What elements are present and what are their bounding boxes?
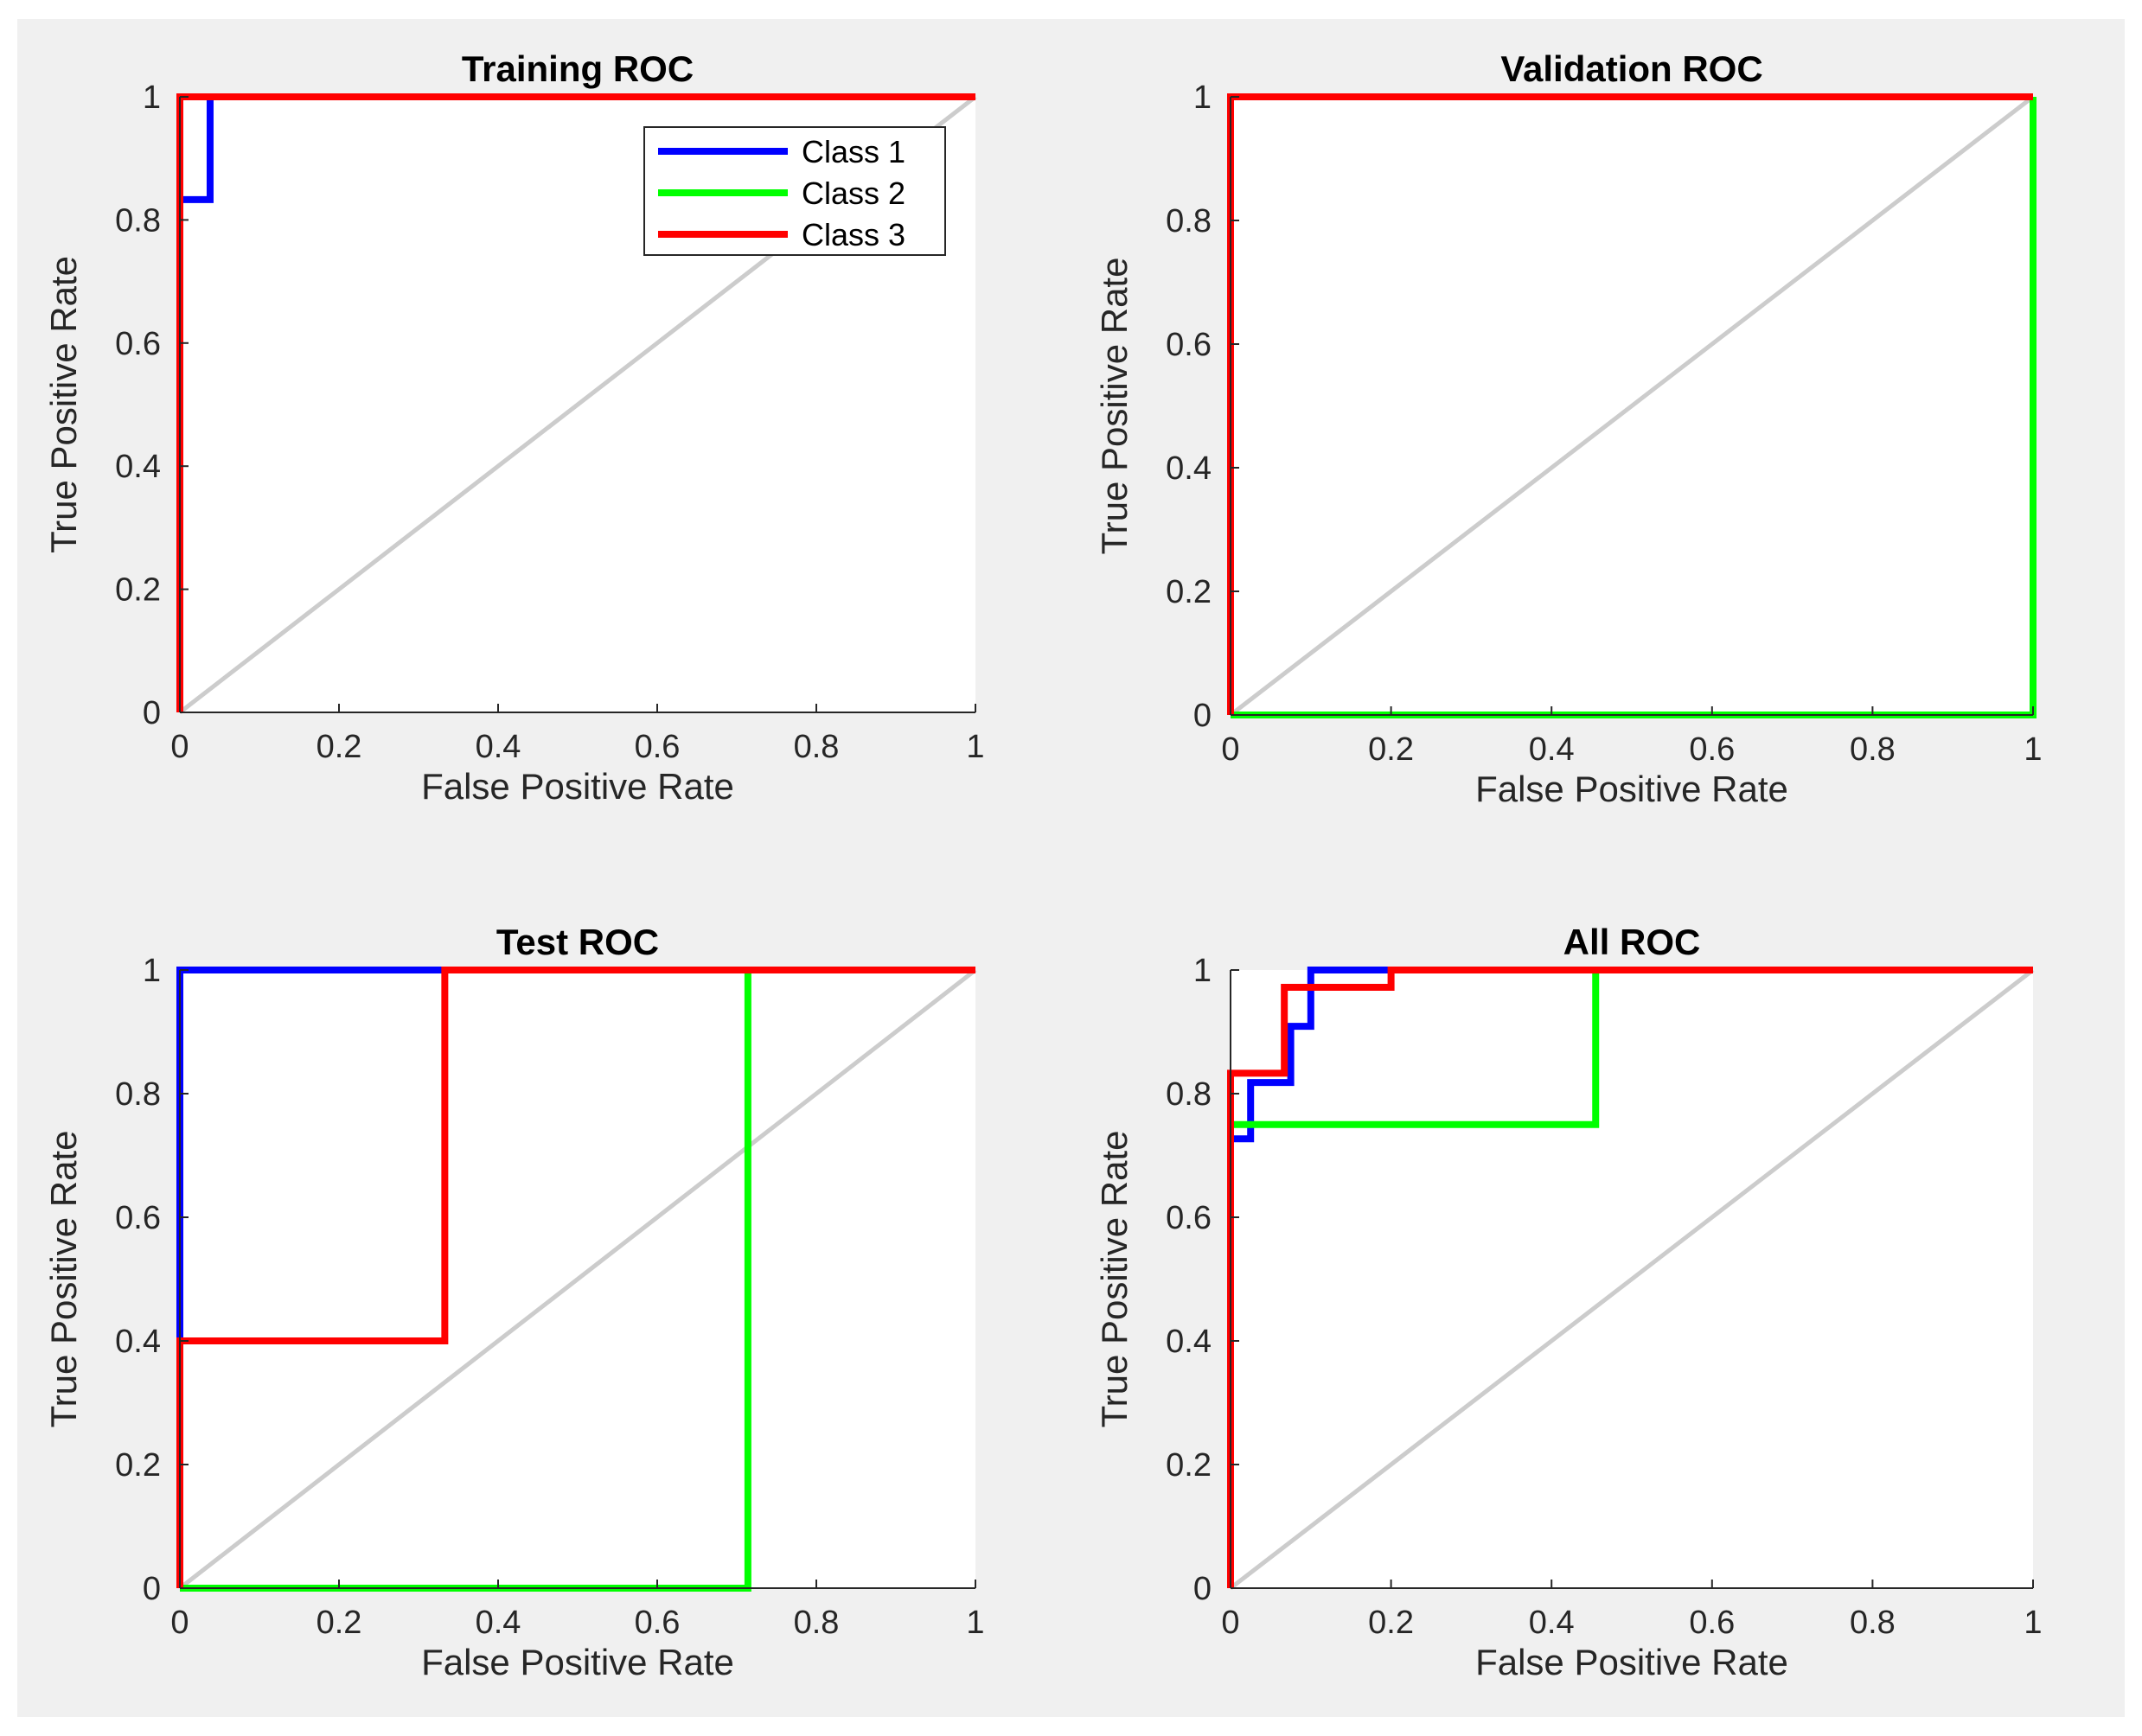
chart-title: Test ROC [496,922,659,962]
legend-entry: Class 2 [802,176,905,211]
x-tick-label: 0.8 [1850,731,1896,768]
legend-entry: Class 1 [802,134,905,169]
x-axis-label: False Positive Rate [1475,1642,1788,1682]
y-tick-label: 0.4 [1166,450,1212,487]
x-tick-label: 0.2 [317,729,362,765]
chance-diagonal [1229,95,2035,717]
x-tick-label: 1 [2024,1605,2042,1641]
y-axis-label: True Positive Rate [43,256,84,553]
chance-diagonal [178,968,977,1590]
roc-panel-0: 0 0.2 0.4 0.6 0.8 1 0 0.2 0.4 0.6 0.8 1 Training ROC… [43,48,985,807]
x-axis-label: False Positive Rate [421,1642,734,1682]
chart-title: Validation ROC [1500,48,1762,89]
y-tick-label: 0.4 [1166,1324,1212,1360]
x-tick-label: 0.2 [1368,731,1414,768]
chart-title: Training ROC [462,48,694,89]
y-tick-label: 0 [143,695,161,731]
x-tick-label: 0.8 [1850,1605,1896,1641]
x-tick-label: 0.2 [317,1605,362,1641]
x-tick-label: 0.2 [1368,1605,1414,1641]
y-tick-label: 0.8 [1166,203,1212,239]
x-tick-label: 0.6 [1689,1605,1735,1641]
legend-entry: Class 3 [802,217,905,252]
y-tick-label: 1 [1193,953,1212,989]
x-tick-label: 1 [966,1605,984,1641]
x-tick-label: 0.4 [476,1605,521,1641]
roc-panel-3: 0 0.2 0.4 0.6 0.8 1 0 0.2 0.4 0.6 0.8 1 All ROC False… [1094,922,2043,1682]
x-tick-label: 0 [1221,731,1239,768]
y-tick-label: 0.2 [115,572,161,609]
y-tick-label: 0.2 [1166,1447,1212,1484]
legend: Class 1 Class 2 Class 3 [643,126,946,256]
y-tick-label: 1 [143,953,161,989]
y-tick-label: 0.6 [115,326,161,362]
y-tick-label: 0.6 [115,1200,161,1236]
y-tick-label: 0.2 [1166,574,1212,610]
x-tick-label: 0 [170,1605,189,1641]
y-tick-label: 0 [1193,1571,1212,1607]
y-tick-label: 0.4 [115,1324,161,1360]
x-axis-label: False Positive Rate [421,766,734,807]
y-tick-label: 0.4 [115,449,161,485]
x-tick-label: 0.8 [794,729,840,765]
x-tick-label: 0.4 [476,729,521,765]
y-tick-label: 0 [143,1571,161,1607]
y-tick-label: 0.6 [1166,1200,1212,1236]
x-tick-label: 0.6 [1689,731,1735,768]
x-tick-label: 0.4 [1529,731,1575,768]
x-tick-label: 0.4 [1529,1605,1575,1641]
x-tick-label: 0 [1221,1605,1239,1641]
y-tick-label: 1 [1193,80,1212,116]
y-tick-label: 1 [143,80,161,116]
y-tick-label: 0.2 [115,1447,161,1484]
x-axis-label: False Positive Rate [1475,769,1788,809]
figure-window: 0 0.2 0.4 0.6 0.8 1 0 0.2 0.4 0.6 0.8 1 Training ROC… [17,19,2125,1717]
x-tick-label: 0.8 [794,1605,840,1641]
x-tick-label: 0.6 [635,729,681,765]
y-tick-label: 0.8 [115,202,161,239]
y-axis-label: True Positive Rate [1094,1131,1135,1428]
x-tick-label: 1 [966,729,984,765]
y-axis-label: True Positive Rate [1094,258,1135,555]
x-tick-label: 1 [2024,731,2042,768]
y-tick-label: 0.8 [115,1076,161,1113]
y-axis-label: True Positive Rate [43,1131,84,1428]
roc-figure: 0 0.2 0.4 0.6 0.8 1 0 0.2 0.4 0.6 0.8 1 Training ROC… [43,48,2043,1682]
chart-title: All ROC [1563,922,1701,962]
roc-panel-2: 0 0.2 0.4 0.6 0.8 1 0 0.2 0.4 0.6 0.8 1 Test ROC Fals… [43,922,985,1682]
y-tick-label: 0.6 [1166,327,1212,363]
chance-diagonal [1229,968,2035,1590]
y-tick-label: 0.8 [1166,1076,1212,1113]
y-tick-label: 0 [1193,698,1212,734]
x-tick-label: 0 [170,729,189,765]
roc-panel-1: 0 0.2 0.4 0.6 0.8 1 0 0.2 0.4 0.6 0.8 1 Validation R… [1094,48,2043,809]
x-tick-label: 0.6 [635,1605,681,1641]
